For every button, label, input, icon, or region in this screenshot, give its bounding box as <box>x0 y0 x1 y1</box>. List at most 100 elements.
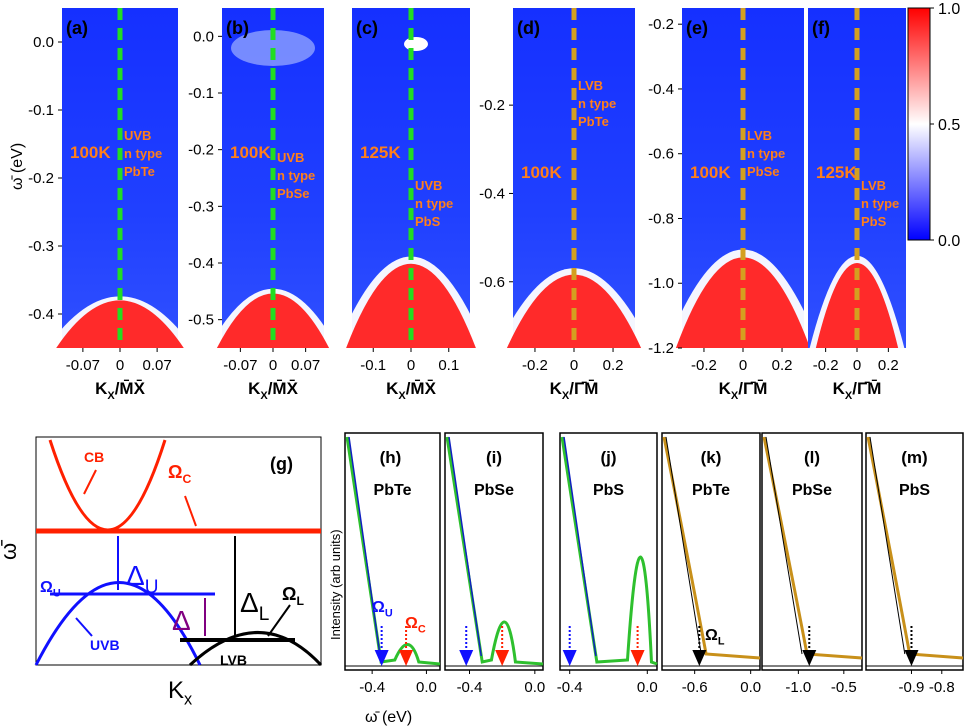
x-tick-label: -0.9 <box>899 679 925 696</box>
band-label: n type <box>277 168 315 183</box>
edc-fit-line <box>448 436 483 657</box>
edc-fit-line <box>348 436 381 657</box>
y-tick-label: -1.0 <box>648 275 674 292</box>
panel-label: (d) <box>517 18 540 38</box>
edge-marker-arrow <box>495 650 510 666</box>
y-tick-label: -0.4 <box>188 255 214 272</box>
x-tick-label: -0.4 <box>359 679 385 696</box>
band-label: PbTe <box>124 164 155 179</box>
band-label: UVB <box>124 128 151 143</box>
band-label: n type <box>747 146 785 161</box>
panel-label: (h) <box>380 448 402 467</box>
x-tick-label: 0.0 <box>524 679 545 696</box>
x-axis-label: ω̄ (eV) <box>365 709 412 726</box>
edc-frame <box>559 432 658 671</box>
band-label: UVB <box>415 178 442 193</box>
x-tick-label: -0.4 <box>557 679 583 696</box>
delta-label: Δ <box>172 605 191 636</box>
panel-label: (f) <box>812 18 830 38</box>
x-tick-label: 0.0 <box>637 679 658 696</box>
delta-u-label: ΔU <box>126 560 158 598</box>
edc-frame <box>444 432 544 671</box>
x-tick-label: 0.2 <box>878 357 899 374</box>
x-axis-label: KX/M̄X̄ <box>95 379 146 402</box>
y-tick-label: -0.1 <box>188 85 214 102</box>
edge-marker-arrow <box>374 650 389 666</box>
edc-panel-5: (m) PbS -0.9 -0.8 <box>865 432 964 696</box>
x-tick-label: -0.8 <box>929 679 955 696</box>
panel-label: (m) <box>901 448 927 467</box>
band-label: n type <box>124 146 162 161</box>
y-tick-label: -0.4 <box>28 306 54 323</box>
x-tick-label: -0.2 <box>813 357 839 374</box>
x-tick-label: 0.07 <box>291 357 320 374</box>
edge-marker-arrow <box>692 650 707 666</box>
panel-label: (c) <box>356 18 378 38</box>
intensity-axis-label: Intensity (arb units) <box>328 529 343 640</box>
temperature-label: 100K <box>521 163 562 182</box>
x-tick-label: -0.07 <box>66 357 100 374</box>
y-tick-label: -0.5 <box>188 312 214 329</box>
edc-panel-1: (i) PbSe -0.4 0.0 <box>444 432 545 696</box>
y-tick-label: -0.2 <box>188 142 214 159</box>
x-axis-label: KX/Γ̄M̄ <box>550 379 599 402</box>
omega-l-arrow <box>267 604 291 637</box>
diagram-y-axis: ω̄ <box>0 540 21 560</box>
edge-marker-arrow <box>459 650 474 666</box>
band-label: n type <box>861 196 899 211</box>
edc-frame <box>865 432 964 671</box>
edc-panel-0: (h) PbTe -0.4 0.0 <box>344 432 441 696</box>
heatmap-panel-1: 0.0 -0.1 -0.2 -0.3 -0.4 -0.5 -0.07 0 0.07 KX/M̄X̄… <box>188 8 338 402</box>
y-tick-label: 0.0 <box>33 34 54 51</box>
x-tick-label: 0 <box>269 357 277 374</box>
y-axis-label: ω̄ (eV) <box>9 143 26 190</box>
heatmap-panel-5: -0.2 0 0.2 KX/Γ̄M̄ (f) 125K LVB n type PbS <box>808 8 906 402</box>
y-tick-label: -0.3 <box>188 198 214 215</box>
lvb-parabola <box>188 631 323 667</box>
delta-l-label: ΔL <box>240 587 269 625</box>
y-tick-label: -0.4 <box>648 81 674 98</box>
x-axis-label: KX/M̄X̄ <box>248 379 299 402</box>
y-tick-label: -0.1 <box>28 102 54 119</box>
cb-parabola <box>48 439 167 532</box>
edge-marker-arrow <box>399 650 414 666</box>
x-tick-label: -1.0 <box>785 679 811 696</box>
band-label: n type <box>415 196 453 211</box>
x-tick-label: -0.07 <box>223 357 257 374</box>
band-label: PbS <box>861 214 887 229</box>
band-label: n type <box>578 96 616 111</box>
omega-c-arrow <box>184 495 197 527</box>
x-tick-label: 0.1 <box>438 357 459 374</box>
band-label: PbTe <box>578 114 609 129</box>
temperature-label: 125K <box>360 143 401 162</box>
panel-label: (g) <box>270 454 293 474</box>
heatmap-panel-4: -0.2 -0.4 -0.6 -0.8 -1.0 -1.2 -0.2 0 0.2KX/Γ̄M̄ (… <box>648 8 821 402</box>
uvb-label: UVB <box>90 637 120 653</box>
band-core <box>346 263 476 348</box>
edc-curve <box>345 436 441 666</box>
y-tick-label: -0.3 <box>28 238 54 255</box>
y-tick-label: -1.2 <box>648 340 674 357</box>
heatmap-panel-0: 0.0 -0.1 -0.2 -0.3 -0.4 -0.07 0 0.07 KX/M̄X̄ (a) 1… <box>28 8 194 402</box>
edc-panel-4: (l) PbSe -1.0 -0.5 <box>761 432 863 696</box>
edc-frame <box>344 432 441 671</box>
x-tick-label: 0.2 <box>772 357 793 374</box>
edc-panel-2: (j) PbS -0.4 0.0 <box>557 432 658 696</box>
edge-marker-arrow <box>802 650 817 666</box>
panel-label: (e) <box>686 18 708 38</box>
x-axis-label: KX/Γ̄M̄ <box>833 379 882 402</box>
y-tick-label: -0.4 <box>479 185 505 202</box>
edge-marker-arrow <box>562 650 577 666</box>
material-label: PbSe <box>474 482 514 499</box>
colorbar-tick-label: 0.0 <box>938 233 960 250</box>
edc-fit-line <box>563 436 597 657</box>
band-core <box>675 257 811 348</box>
material-label: PbTe <box>374 482 412 499</box>
x-tick-label: 0.0 <box>740 679 761 696</box>
band-core <box>216 293 330 348</box>
colorbar <box>907 7 931 241</box>
edge-marker-arrow <box>904 650 919 666</box>
x-tick-label: 0 <box>116 357 124 374</box>
x-tick-label: -0.1 <box>360 357 386 374</box>
